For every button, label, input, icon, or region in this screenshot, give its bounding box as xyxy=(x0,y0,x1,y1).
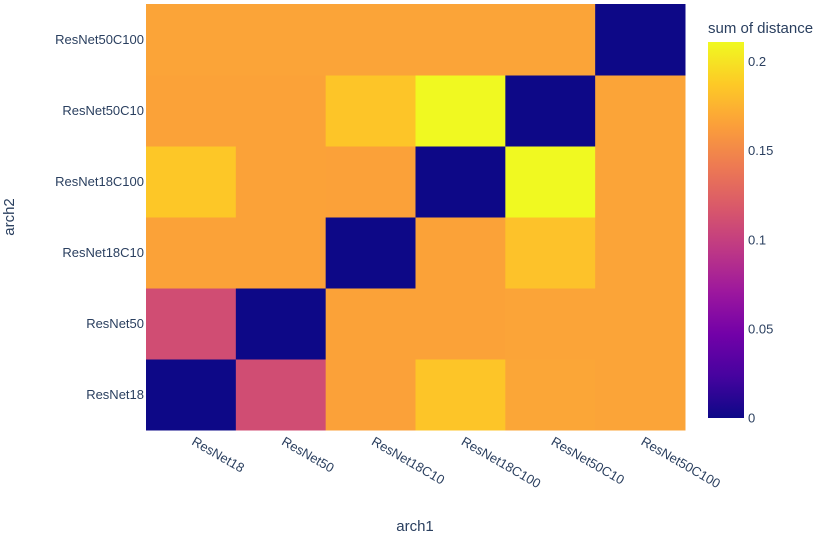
y-axis-title: arch2 xyxy=(1,198,18,236)
heatmap-cell xyxy=(415,4,506,76)
colorbar-tick-label: 0.15 xyxy=(748,143,773,158)
colorbar-tick-label: 0.05 xyxy=(748,321,773,336)
colorbar-tick-label: 0 xyxy=(748,411,755,426)
heatmap-cell xyxy=(595,217,686,289)
heatmap-cell xyxy=(325,217,416,289)
heatmap-cell xyxy=(235,4,327,76)
heatmap-cell xyxy=(146,4,237,76)
heatmap-cell xyxy=(595,75,686,147)
heatmap-cell xyxy=(505,217,596,289)
heatmap-cell xyxy=(146,75,237,147)
heatmap-cell xyxy=(146,288,237,360)
colorbar-title: sum of distance xyxy=(708,20,813,37)
heatmap-cell xyxy=(505,4,596,76)
heatmap-cell xyxy=(235,146,327,218)
heatmap-cell xyxy=(325,146,416,218)
heatmap-cell xyxy=(505,288,596,360)
heatmap-cell xyxy=(325,75,416,147)
heatmap-cell xyxy=(325,359,416,431)
heatmap-cell xyxy=(595,288,686,360)
colorbar xyxy=(708,42,744,418)
heatmap-cell xyxy=(595,4,686,76)
heatmap-cells xyxy=(146,4,686,431)
heatmap-cell xyxy=(505,75,596,147)
y-axis-ticks: ResNet18 ResNet50 ResNet18C10 ResNet18C100 R… xyxy=(55,32,144,402)
heatmap-cell xyxy=(146,217,237,289)
heatmap-cell xyxy=(415,288,506,360)
heatmap-cell xyxy=(146,146,237,218)
y-tick-label: ResNet18 xyxy=(86,387,144,402)
heatmap-cell xyxy=(595,146,686,218)
y-tick-label: ResNet50C10 xyxy=(62,103,144,118)
heatmap-cell xyxy=(505,359,596,431)
heatmap-cell xyxy=(415,75,506,147)
heatmap-cell xyxy=(235,359,327,431)
colorbar-ticks: 0 0.05 0.1 0.15 0.2 xyxy=(748,54,773,425)
heatmap-cell xyxy=(595,359,686,431)
heatmap-cell xyxy=(235,217,327,289)
y-tick-label: ResNet18C100 xyxy=(55,174,144,189)
y-tick-label: ResNet50C100 xyxy=(55,32,144,47)
y-tick-label: ResNet18C10 xyxy=(62,245,144,260)
heatmap-cell xyxy=(505,146,596,218)
heatmap-cell xyxy=(235,288,327,360)
y-tick-label: ResNet50 xyxy=(86,316,144,331)
heatmap-cell xyxy=(235,75,327,147)
x-axis-title: arch1 xyxy=(396,518,434,535)
heatmap-cell xyxy=(415,217,506,289)
colorbar-tick-label: 0.1 xyxy=(748,232,766,247)
heatmap-cell xyxy=(415,146,506,218)
colorbar-tick-label: 0.2 xyxy=(748,54,766,69)
heatmap-cell xyxy=(415,359,506,431)
heatmap-cell xyxy=(325,288,416,360)
heatmap-cell xyxy=(325,4,416,76)
heatmap-cell xyxy=(146,359,237,431)
